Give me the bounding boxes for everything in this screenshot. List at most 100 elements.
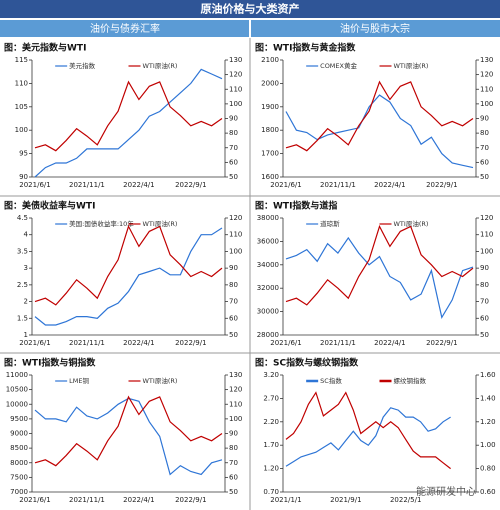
x-tick-label: 2022/9/1 — [175, 339, 206, 347]
section-title: 油价与股市大宗 — [340, 22, 410, 35]
y-tick-label: 10000 — [6, 400, 28, 408]
y-tick-label: 1.20 — [263, 465, 279, 473]
series-line — [285, 236, 474, 320]
y-tick-label: 110 — [15, 79, 28, 87]
y-tick-label: 8500 — [10, 444, 28, 452]
y2-tick-label: 60 — [480, 158, 489, 166]
y-tick-label: 3 — [24, 264, 28, 272]
x-tick-label: 2021/11/1 — [69, 496, 105, 504]
legend-label: 螺纹钢指数 — [394, 376, 427, 385]
series-line — [34, 395, 223, 467]
series-line — [285, 391, 451, 470]
y-tick-label: 1.5 — [17, 314, 28, 322]
y2-tick-label: 110 — [229, 400, 242, 408]
y2-tick-label: 110 — [480, 85, 493, 93]
y2-tick-label: 70 — [480, 298, 489, 306]
x-tick-label: 2021/1/1 — [270, 496, 301, 504]
legend-label: 美元指数 — [69, 61, 96, 70]
legend-label: 道琼斯 — [320, 219, 340, 228]
y-tick-label: 1700 — [261, 150, 279, 158]
y2-tick-label: 1.20 — [480, 418, 496, 426]
y2-tick-label: 120 — [480, 71, 493, 79]
page-title: 原油价格与大类资产 — [201, 2, 300, 16]
y2-tick-label: 100 — [480, 247, 493, 255]
legend-label: LME铜 — [69, 376, 89, 385]
section-title: 油价与债券汇率 — [90, 22, 160, 35]
y-tick-label: 2.70 — [263, 394, 279, 402]
y2-tick-label: 70 — [229, 459, 238, 467]
y-tick-label: 38000 — [257, 214, 279, 222]
x-tick-label: 2021/9/1 — [330, 496, 361, 504]
y2-tick-label: 120 — [229, 214, 242, 222]
chart-title: 图：WTI指数与道指 — [255, 200, 337, 212]
y2-tick-label: 80 — [480, 281, 489, 289]
y2-tick-label: 1.00 — [480, 441, 496, 449]
y-tick-label: 1600 — [261, 173, 279, 181]
x-tick-label: 2022/9/1 — [175, 181, 206, 189]
y2-tick-label: 100 — [480, 100, 493, 108]
y2-tick-label: 90 — [229, 115, 238, 123]
y-tick-label: 7500 — [10, 473, 28, 481]
x-tick-label: 2022/4/1 — [374, 339, 405, 347]
x-tick-label: 2021/6/1 — [270, 339, 301, 347]
y2-tick-label: 80 — [480, 129, 489, 137]
y-tick-label: 7000 — [10, 488, 28, 496]
y-tick-label: 28000 — [257, 331, 279, 339]
series-line — [34, 68, 223, 178]
y-tick-label: 36000 — [257, 237, 279, 245]
y-tick-label: 95 — [19, 150, 28, 158]
y2-tick-label: 90 — [480, 264, 489, 272]
y2-tick-label: 80 — [229, 444, 238, 452]
y-tick-label: 30000 — [257, 308, 279, 316]
x-tick-label: 2022/4/1 — [123, 496, 154, 504]
y-tick-label: 8000 — [10, 459, 28, 467]
x-tick-label: 2022/4/1 — [374, 181, 405, 189]
y2-tick-label: 50 — [229, 173, 238, 181]
series-line — [285, 94, 474, 169]
chart-title: 图：WTI指数与黄金指数 — [255, 42, 356, 54]
y-tick-label: 9000 — [10, 430, 28, 438]
y-tick-label: 3.20 — [263, 371, 279, 379]
x-tick-label: 2021/11/1 — [320, 181, 356, 189]
y-tick-label: 1900 — [261, 103, 279, 111]
chart-title: 图：美元指数与WTI — [4, 42, 86, 54]
y-tick-label: 1 — [24, 331, 28, 339]
x-tick-label: 2022/4/1 — [123, 339, 154, 347]
section-header — [0, 20, 249, 37]
series-line — [34, 397, 223, 476]
x-tick-label: 2021/11/1 — [320, 339, 356, 347]
y-tick-label: 3.5 — [17, 247, 28, 255]
y2-tick-label: 110 — [229, 85, 242, 93]
y-tick-label: 1800 — [261, 126, 279, 134]
watermark: 能源研发中心 — [416, 485, 476, 498]
y2-tick-label: 130 — [229, 371, 242, 379]
x-tick-label: 2022/9/1 — [175, 496, 206, 504]
y-tick-label: 4 — [24, 231, 29, 239]
y-tick-label: 2100 — [261, 56, 279, 64]
x-tick-label: 2021/6/1 — [19, 181, 50, 189]
y-tick-label: 2000 — [261, 79, 279, 87]
y2-tick-label: 70 — [229, 144, 238, 152]
x-tick-label: 2021/11/1 — [69, 339, 105, 347]
y2-tick-label: 60 — [229, 473, 238, 481]
y-tick-label: 4.5 — [17, 214, 28, 222]
x-tick-label: 2022/9/1 — [426, 181, 457, 189]
y-tick-label: 105 — [15, 103, 28, 111]
x-tick-label: 2021/6/1 — [270, 181, 301, 189]
x-tick-label: 2022/4/1 — [123, 181, 154, 189]
legend-label: WTI原油(R) — [143, 219, 178, 228]
y-tick-label: 115 — [15, 56, 28, 64]
legend-label: WTI原油(R) — [394, 219, 429, 228]
chart-title: 图：美债收益率与WTI — [4, 200, 95, 212]
y2-tick-label: 0.60 — [480, 488, 496, 496]
y-tick-label: 2.5 — [17, 281, 28, 289]
y-tick-label: 0.70 — [263, 488, 279, 496]
y2-tick-label: 120 — [229, 386, 242, 394]
series-line — [34, 227, 223, 326]
y-tick-label: 100 — [15, 126, 28, 134]
y-tick-label: 34000 — [257, 261, 279, 269]
legend-label: SC指数 — [320, 376, 342, 385]
series-line — [285, 407, 451, 467]
y2-tick-label: 90 — [480, 115, 489, 123]
y2-tick-label: 70 — [229, 298, 238, 306]
